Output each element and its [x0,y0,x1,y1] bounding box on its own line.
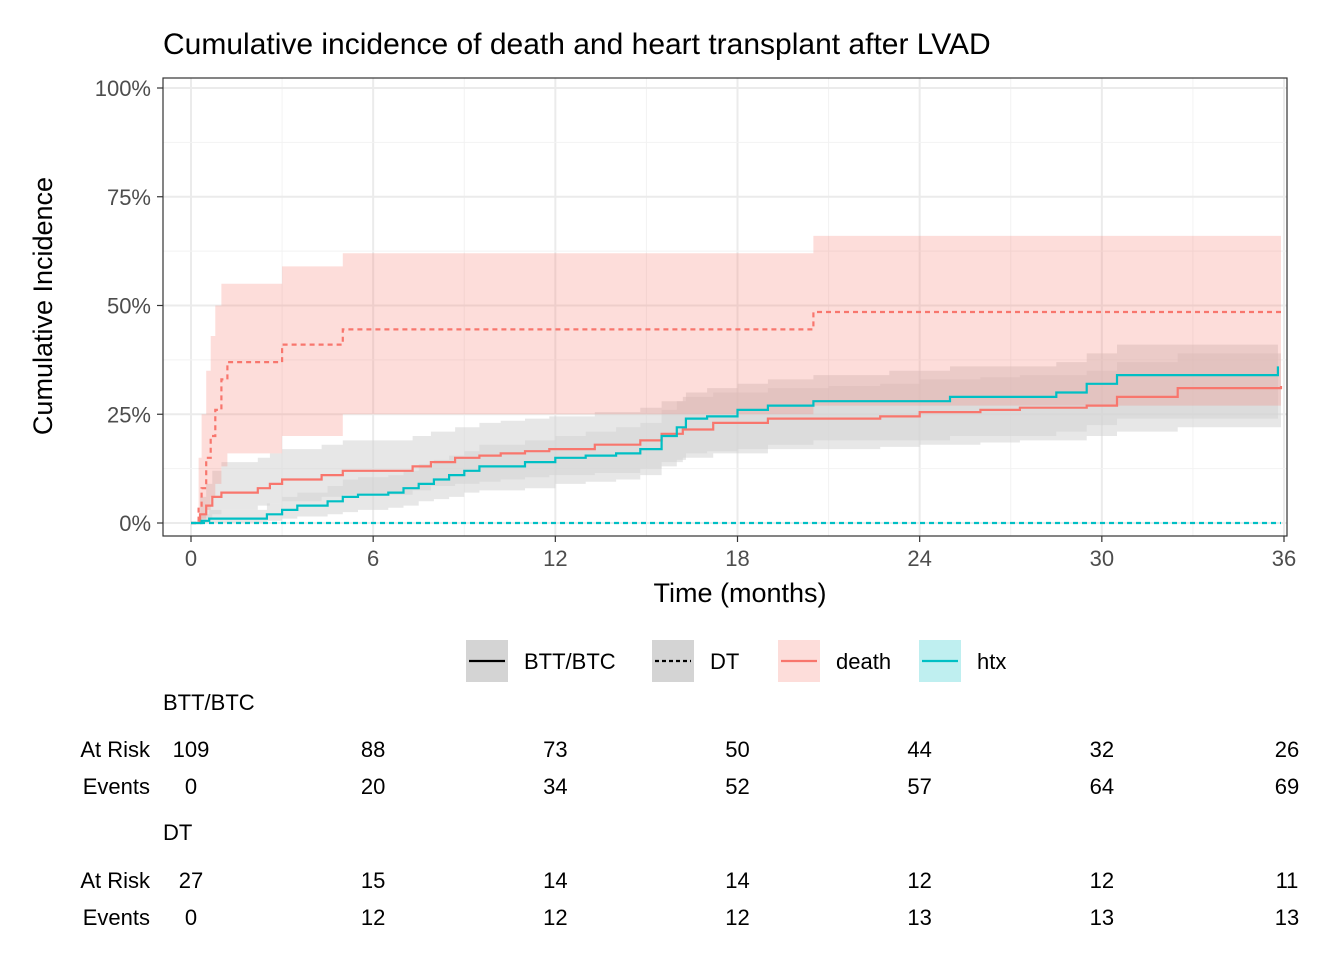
curve-bttbtc-death [191,386,1283,525]
risk-table: BTT/BTC At Risk Events 109 0 88 20 73 34 50 52 44 57… [80,690,1299,930]
risk-at-risk-value: 32 [1090,737,1114,762]
x-tick-label: 18 [725,546,749,571]
legend-label-bttbtc: BTT/BTC [524,649,616,674]
risk-at-risk-value: 88 [361,737,385,762]
x-tick-label: 0 [185,546,197,571]
risk-events-value: 12 [543,905,567,930]
risk-at-risk-value: 14 [543,868,567,893]
curve-bttbtc-htx [191,366,1280,525]
legend-label-death: death [836,649,891,674]
y-tick-label: 25% [107,402,151,427]
risk-at-risk-value: 73 [543,737,567,762]
x-axis-title: Time (months) [653,578,826,608]
risk-row-label-at-risk: At Risk [80,868,151,893]
plot-border [162,77,1288,537]
incidence-curves [191,310,1283,525]
risk-row-label-events: Events [83,774,150,799]
risk-events-value: 64 [1090,774,1114,799]
risk-events-value: 12 [361,905,385,930]
risk-at-risk-value: 12 [907,868,931,893]
risk-events-value: 13 [1275,905,1299,930]
risk-events-value: 52 [725,774,749,799]
x-tick-label: 6 [367,546,379,571]
legend: BTT/BTC DT death htx [466,640,1006,682]
axes: 0 6 12 18 24 30 36 0% 25% 50% 75% 100% [95,76,1297,571]
x-tick-label: 24 [907,546,931,571]
legend-label-htx: htx [977,649,1006,674]
y-tick-label: 50% [107,294,151,319]
risk-at-risk-value: 11 [1276,868,1299,893]
risk-events-value: 69 [1275,774,1299,799]
risk-group-label: BTT/BTC [163,690,255,715]
legend-label-dt: DT [710,649,739,674]
chart-title: Cumulative incidence of death and heart … [163,28,991,61]
risk-events-value: 13 [1090,905,1114,930]
risk-events-value: 57 [907,774,931,799]
x-tick-label: 12 [543,546,567,571]
risk-events-value: 20 [361,774,385,799]
x-tick-label: 36 [1272,546,1296,571]
risk-events-value: 12 [725,905,749,930]
risk-at-risk-value: 15 [361,868,385,893]
ci-band-dt-death [191,235,1281,523]
risk-group-label: DT [163,820,192,845]
risk-at-risk-value: 50 [725,737,749,762]
x-tick-label: 30 [1090,546,1114,571]
y-axis-title: Cumulative Incidence [28,177,58,435]
risk-events-value: 34 [543,774,567,799]
risk-at-risk-value: 27 [179,868,203,893]
risk-row-label-events: Events [83,905,150,930]
risk-events-value: 0 [185,774,197,799]
risk-at-risk-value: 12 [1090,868,1114,893]
risk-events-value: 13 [907,905,931,930]
y-tick-label: 75% [107,185,151,210]
risk-at-risk-value: 26 [1275,737,1299,762]
curve-dt-death [191,310,1281,525]
y-tick-label: 100% [95,76,151,101]
risk-at-risk-value: 44 [907,737,931,762]
risk-at-risk-value: 14 [725,868,749,893]
y-tick-label: 0% [119,511,151,536]
risk-row-label-at-risk: At Risk [80,737,151,762]
risk-events-value: 0 [185,905,197,930]
risk-at-risk-value: 109 [173,737,210,762]
